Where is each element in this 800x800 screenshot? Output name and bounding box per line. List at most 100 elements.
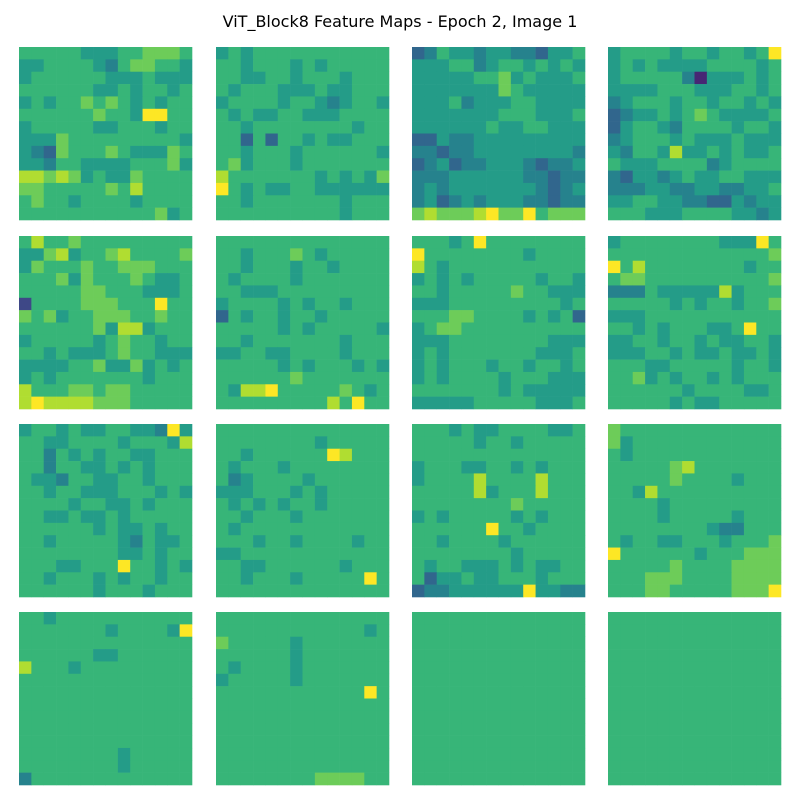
heatmap-cell <box>376 371 390 385</box>
heatmap-cell <box>657 436 671 450</box>
heatmap-cell <box>31 747 45 761</box>
heatmap-cell <box>105 735 119 749</box>
heatmap-cell <box>657 170 671 184</box>
heatmap-cell <box>669 182 683 196</box>
heatmap-cell <box>620 535 634 548</box>
heatmap-cell <box>669 334 683 348</box>
heatmap-cell <box>327 170 340 184</box>
heatmap-cell <box>523 535 536 548</box>
heatmap-cell <box>56 248 69 262</box>
heatmap-cell <box>632 547 646 561</box>
heatmap-cell <box>572 473 586 487</box>
heatmap-cell <box>93 673 106 687</box>
heatmap-cell <box>339 396 353 410</box>
heatmap-cell <box>560 236 573 249</box>
heatmap-cell <box>756 436 769 450</box>
heatmap-cell <box>93 285 106 299</box>
heatmap-cell <box>240 170 254 184</box>
heatmap-cell <box>142 673 156 687</box>
heatmap-cell <box>645 384 658 397</box>
heatmap-cell <box>706 522 720 536</box>
heatmap-cell <box>154 96 168 110</box>
heatmap-cell <box>572 322 586 336</box>
heatmap-cell <box>669 84 683 97</box>
heatmap-cell <box>669 624 683 638</box>
heatmap-cell <box>694 636 708 650</box>
heatmap-cell <box>302 170 316 184</box>
heatmap-cell <box>719 686 732 699</box>
heatmap-cell <box>364 248 377 262</box>
heatmap-cell <box>216 510 229 524</box>
heatmap-cell <box>228 723 242 736</box>
heatmap-cell <box>376 347 390 360</box>
heatmap-cell <box>719 498 732 511</box>
heatmap-cell <box>449 182 462 196</box>
heatmap-cell <box>265 572 279 585</box>
heatmap-cell <box>105 248 119 262</box>
heatmap-cell <box>228 498 242 511</box>
heatmap-cell <box>608 510 621 524</box>
heatmap-cell <box>436 396 450 410</box>
heatmap-cell <box>228 59 242 73</box>
heatmap-cell <box>632 322 646 336</box>
heatmap-cell <box>473 84 487 97</box>
heatmap-cell <box>523 310 536 323</box>
heatmap-cell <box>117 260 131 274</box>
heatmap-cell <box>523 359 536 373</box>
heatmap-cell <box>436 334 450 348</box>
feature-map-panel-16 <box>608 612 782 786</box>
heatmap-cell <box>449 297 462 311</box>
heatmap-cell <box>240 96 254 110</box>
heatmap-cell <box>719 559 732 573</box>
heatmap-cell <box>657 359 671 373</box>
heatmap-cell <box>535 248 549 262</box>
heatmap-cell <box>339 735 353 749</box>
heatmap-cell <box>461 236 475 249</box>
heatmap-cell <box>56 371 69 385</box>
heatmap-cell <box>240 371 254 385</box>
heatmap-cell <box>31 121 45 134</box>
heatmap-cell <box>657 133 671 147</box>
heatmap-cell <box>682 322 695 336</box>
heatmap-cell <box>228 108 242 122</box>
heatmap-cell <box>535 384 549 397</box>
heatmap-cell <box>572 236 586 249</box>
heatmap-cell <box>608 371 621 385</box>
heatmap-cell <box>473 71 487 85</box>
heatmap-cell <box>240 686 254 699</box>
heatmap-cell <box>608 612 621 625</box>
heatmap-cell <box>572 59 586 73</box>
heatmap-cell <box>731 371 745 385</box>
heatmap-cell <box>645 145 658 159</box>
heatmap-cell <box>376 236 390 249</box>
heatmap-cell <box>314 424 328 437</box>
heatmap-cell <box>142 649 156 662</box>
heatmap-cell <box>339 473 353 487</box>
heatmap-cell <box>706 59 720 73</box>
heatmap-cell <box>768 145 782 159</box>
heatmap-cell <box>93 436 106 450</box>
heatmap-cell <box>694 747 708 761</box>
heatmap-cell <box>314 584 328 598</box>
heatmap-cell <box>68 649 82 662</box>
heatmap-cell <box>80 145 94 159</box>
heatmap-cell <box>572 698 586 712</box>
heatmap-cell <box>510 547 524 561</box>
heatmap-cell <box>117 498 131 511</box>
heatmap-cell <box>424 396 438 410</box>
heatmap-cell <box>93 384 106 397</box>
heatmap-cell <box>461 448 475 462</box>
heatmap-cell <box>277 510 291 524</box>
heatmap-cell <box>130 698 143 712</box>
heatmap-cell <box>240 71 254 85</box>
heatmap-cell <box>376 760 390 773</box>
heatmap-cell <box>523 673 536 687</box>
heatmap-cell <box>265 59 279 73</box>
heatmap-cell <box>179 371 193 385</box>
heatmap-cell <box>290 322 303 336</box>
heatmap-cell <box>290 133 303 147</box>
heatmap-cell <box>56 735 69 749</box>
heatmap-cell <box>228 673 242 687</box>
heatmap-cell <box>510 584 524 598</box>
heatmap-cell <box>436 182 450 196</box>
